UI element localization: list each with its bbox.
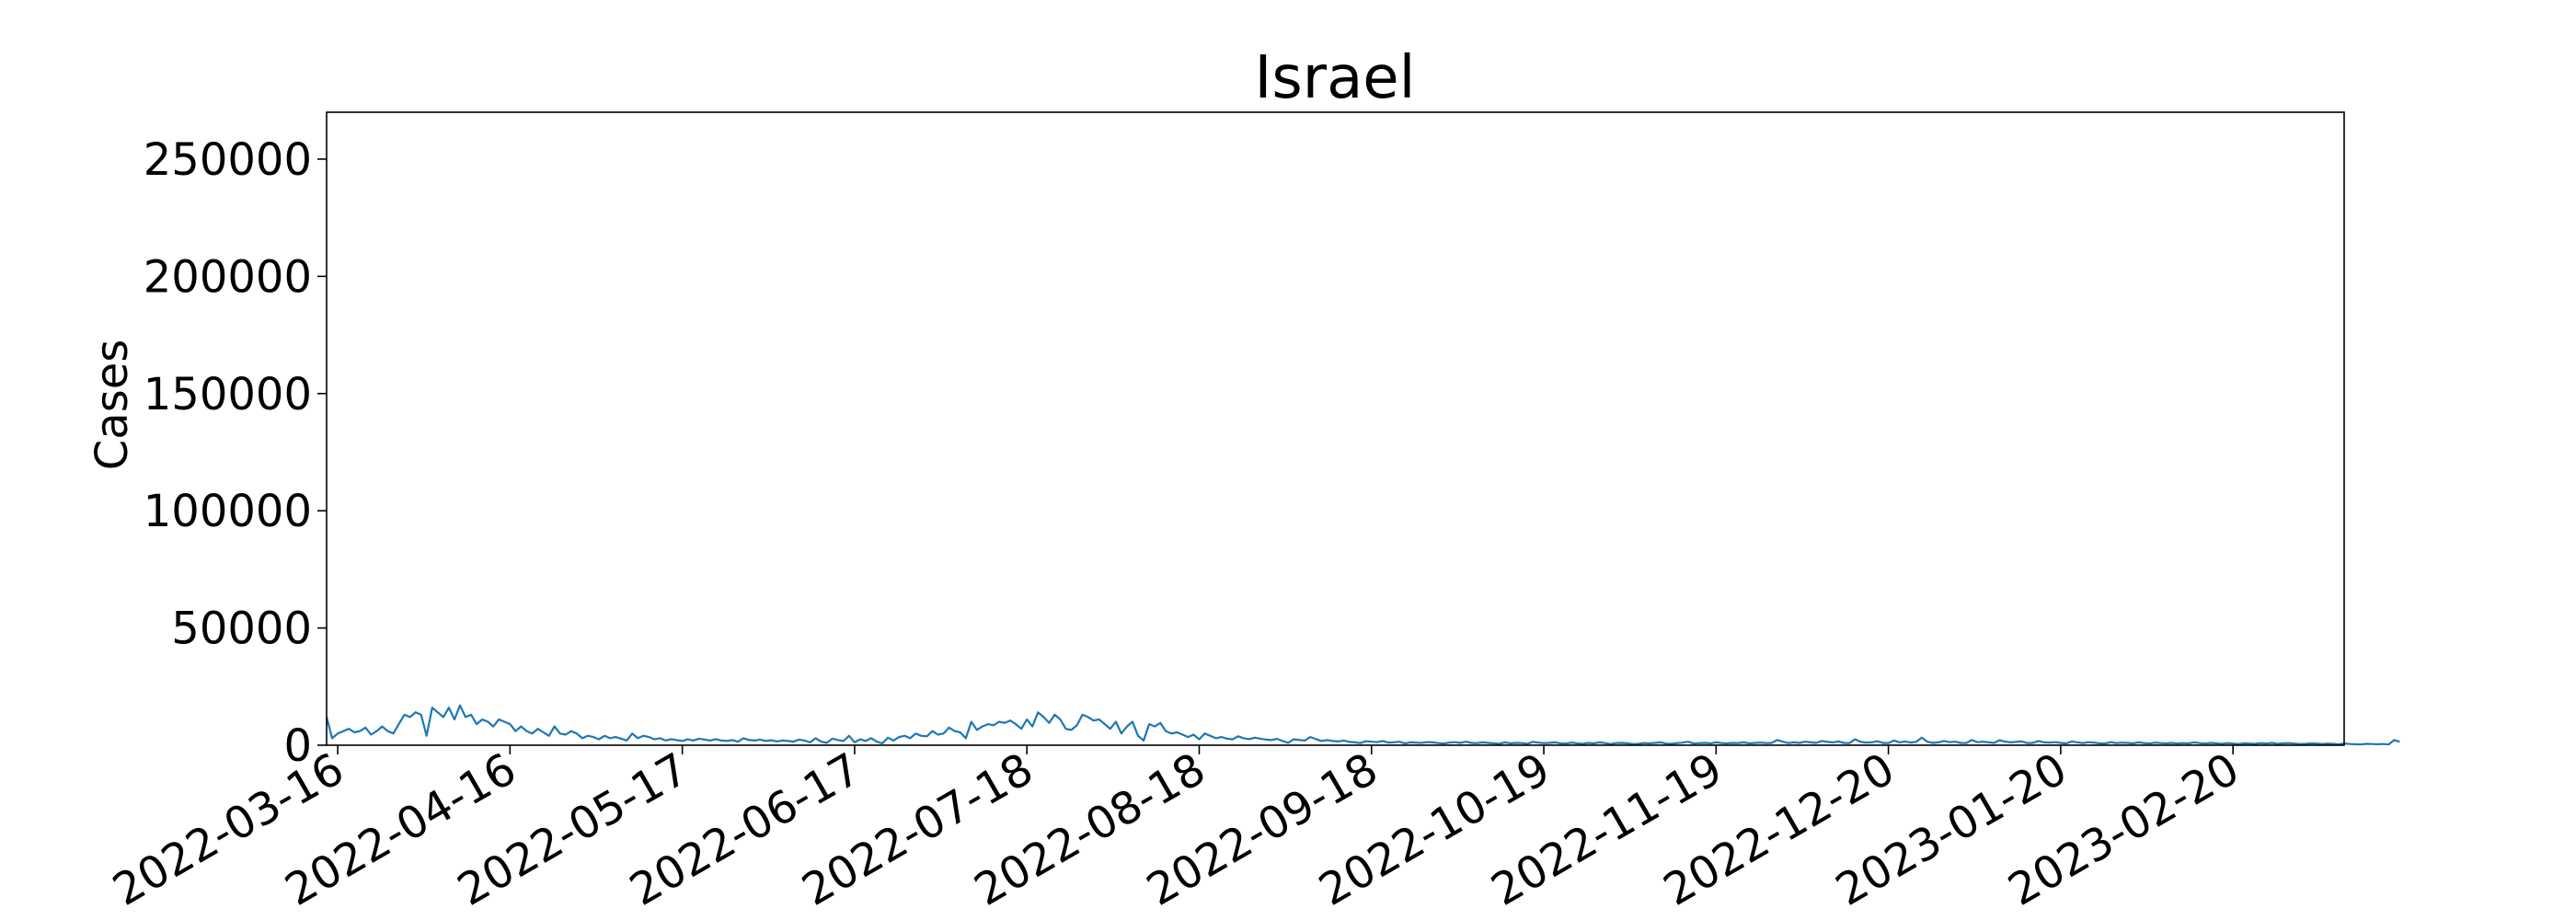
y-tick-label: 150000 <box>144 369 312 420</box>
y-tick-label: 250000 <box>144 134 312 186</box>
y-axis-label: Cases <box>86 339 138 470</box>
y-tick-label: 200000 <box>144 251 312 303</box>
plot-area-frame <box>326 111 2345 746</box>
y-axis-ticks: 0 50000 100000 150000 200000 250000 <box>144 134 327 772</box>
y-tick-label: 100000 <box>144 486 312 537</box>
y-tick-label: 0 <box>283 720 312 772</box>
chart-title: Israel <box>1255 44 1416 112</box>
plot-line-group <box>325 704 2400 746</box>
cases-series-line <box>325 704 2400 746</box>
y-tick-label: 50000 <box>171 604 312 655</box>
